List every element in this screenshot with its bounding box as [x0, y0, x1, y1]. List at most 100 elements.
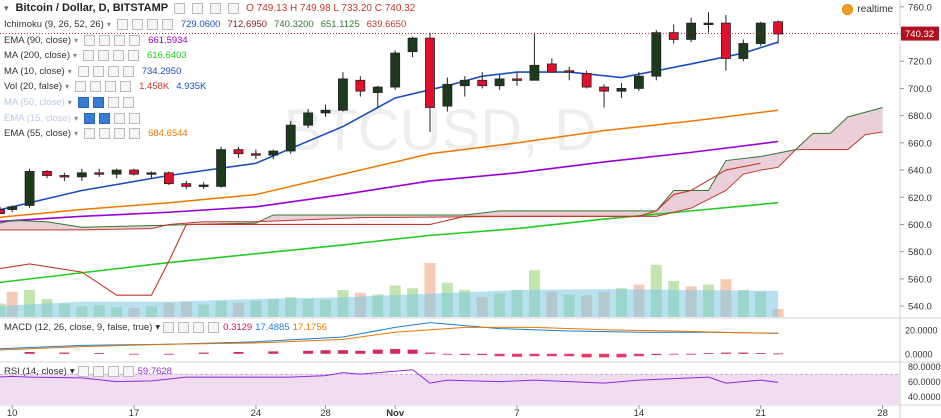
close-icon[interactable]	[122, 97, 134, 108]
indicator-value: 729.0600	[180, 19, 221, 30]
macd-histogram-bar	[755, 353, 766, 354]
indicator-legend-row[interactable]: Vol (20, false) ▾ 1.458K 4.935K	[4, 81, 206, 93]
indicator-value: 17.4885	[255, 322, 290, 333]
last-price-value: 740.32	[905, 29, 934, 40]
lock-icon[interactable]	[107, 366, 119, 377]
close-icon[interactable]	[120, 81, 132, 93]
settings-icon[interactable]	[178, 322, 190, 333]
realtime-indicator[interactable]: realtime	[842, 4, 893, 15]
eye-icon[interactable]	[75, 81, 87, 93]
lock-icon[interactable]	[113, 50, 125, 62]
indicator-legend-row[interactable]: Ichimoku (9, 26, 52, 26) ▾ 729.0600 712.695…	[4, 19, 406, 30]
indicator-legend-row[interactable]: MA (200, close) ▾ 616.6403	[4, 50, 187, 62]
lock-icon[interactable]	[146, 19, 158, 30]
eye-icon[interactable]	[116, 19, 128, 30]
candle-down	[581, 73, 592, 88]
chevron-down-icon[interactable]: ▾	[155, 322, 161, 333]
macd-histogram-bar	[390, 349, 401, 354]
lock-icon[interactable]	[107, 97, 119, 108]
indicator-legend-row[interactable]: MA (50, close) ▾	[4, 97, 135, 108]
hide-icon[interactable]	[210, 2, 222, 14]
symbol-toggle-icon[interactable]: ▾	[4, 2, 9, 13]
chevron-down-icon[interactable]: ▾	[73, 51, 78, 61]
lock-icon[interactable]	[107, 65, 119, 77]
eye-icon[interactable]	[77, 366, 89, 377]
close-icon[interactable]	[129, 34, 141, 46]
realtime-icon	[842, 4, 854, 15]
macd-histogram-bar	[59, 352, 70, 354]
lock-icon[interactable]	[193, 322, 205, 333]
compare-icon[interactable]	[192, 2, 204, 14]
macd-histogram-bar	[24, 352, 35, 354]
candle-up	[633, 75, 644, 89]
close-icon[interactable]	[208, 322, 220, 333]
candle-up	[338, 78, 348, 111]
chevron-down-icon[interactable]: ▾	[67, 98, 72, 107]
chevron-down-icon[interactable]: ▾	[106, 20, 111, 29]
settings-icon[interactable]	[99, 112, 111, 124]
candle-up	[494, 78, 505, 87]
indicator-legend-row[interactable]: EMA (15, close) ▾	[4, 112, 141, 124]
settings-icon[interactable]	[99, 34, 111, 46]
symbol-watermark: BTCUSD, D	[284, 98, 597, 163]
eye-icon[interactable]	[84, 128, 96, 140]
indicator-value: 59.7628	[137, 366, 172, 377]
close-icon[interactable]	[122, 366, 134, 377]
eye-icon[interactable]	[77, 97, 89, 108]
settings-icon[interactable]	[92, 65, 104, 77]
price-tick-label: 560.0	[908, 274, 932, 285]
price-tick-label: 620.0	[908, 193, 932, 204]
macd-histogram-bar	[668, 353, 679, 355]
settings-icon[interactable]	[174, 2, 186, 14]
chevron-down-icon[interactable]: ▾	[65, 82, 70, 92]
settings-icon[interactable]	[98, 50, 110, 62]
settings-icon[interactable]	[92, 97, 104, 108]
eye-icon[interactable]	[84, 112, 96, 124]
close-icon[interactable]	[129, 112, 141, 124]
chevron-down-icon[interactable]: ▾	[69, 366, 75, 377]
macd-histogram-bar	[268, 351, 279, 354]
macd-histogram-bar	[773, 353, 784, 355]
close-icon[interactable]	[128, 50, 140, 62]
candle-down	[512, 78, 522, 81]
time-tick-label: 7	[514, 408, 519, 418]
candle-up	[686, 22, 697, 40]
lock-icon[interactable]	[114, 128, 126, 140]
eye-icon[interactable]	[84, 34, 96, 46]
settings-icon[interactable]	[92, 366, 104, 377]
candle-up	[703, 22, 714, 26]
indicator-label: EMA (55, close)	[4, 128, 72, 140]
close-icon[interactable]	[228, 2, 240, 14]
chevron-down-icon[interactable]: ▾	[74, 35, 79, 45]
price-tick-label: 580.0	[908, 247, 932, 258]
settings-icon[interactable]	[99, 128, 111, 140]
time-tick-label: 21	[755, 408, 766, 418]
eye-icon[interactable]	[163, 322, 175, 333]
indicator-legend-row[interactable]: EMA (90, close) ▾ 661.5934	[4, 34, 188, 46]
close-icon[interactable]	[161, 19, 173, 30]
close-icon[interactable]	[129, 128, 141, 140]
price-tick-label: 600.0	[908, 220, 932, 231]
candle-down	[250, 153, 261, 156]
settings-icon[interactable]	[131, 19, 143, 30]
macd-histogram-bar	[320, 350, 331, 354]
chevron-down-icon[interactable]: ▾	[74, 113, 79, 123]
eye-icon[interactable]	[77, 65, 89, 77]
chevron-down-icon[interactable]: ▾	[74, 129, 79, 139]
chevron-down-icon[interactable]: ▾	[67, 66, 72, 76]
lock-icon[interactable]	[114, 112, 126, 124]
indicator-legend-row[interactable]: EMA (55, close) ▾ 684.6544	[4, 128, 188, 140]
eye-icon[interactable]	[83, 50, 95, 62]
close-icon[interactable]	[122, 65, 134, 77]
indicator-legend-row[interactable]: MA (10, close) ▾ 734.2950	[4, 65, 181, 77]
lock-icon[interactable]	[105, 81, 117, 93]
candle-up	[390, 52, 401, 88]
settings-icon[interactable]	[90, 81, 102, 93]
series-line-ichimoku-span-b	[0, 131, 883, 231]
lock-icon[interactable]	[114, 34, 126, 46]
candle-up	[285, 124, 296, 152]
price-tick-label: 680.0	[908, 111, 932, 122]
time-tick-label: 17	[129, 408, 140, 418]
